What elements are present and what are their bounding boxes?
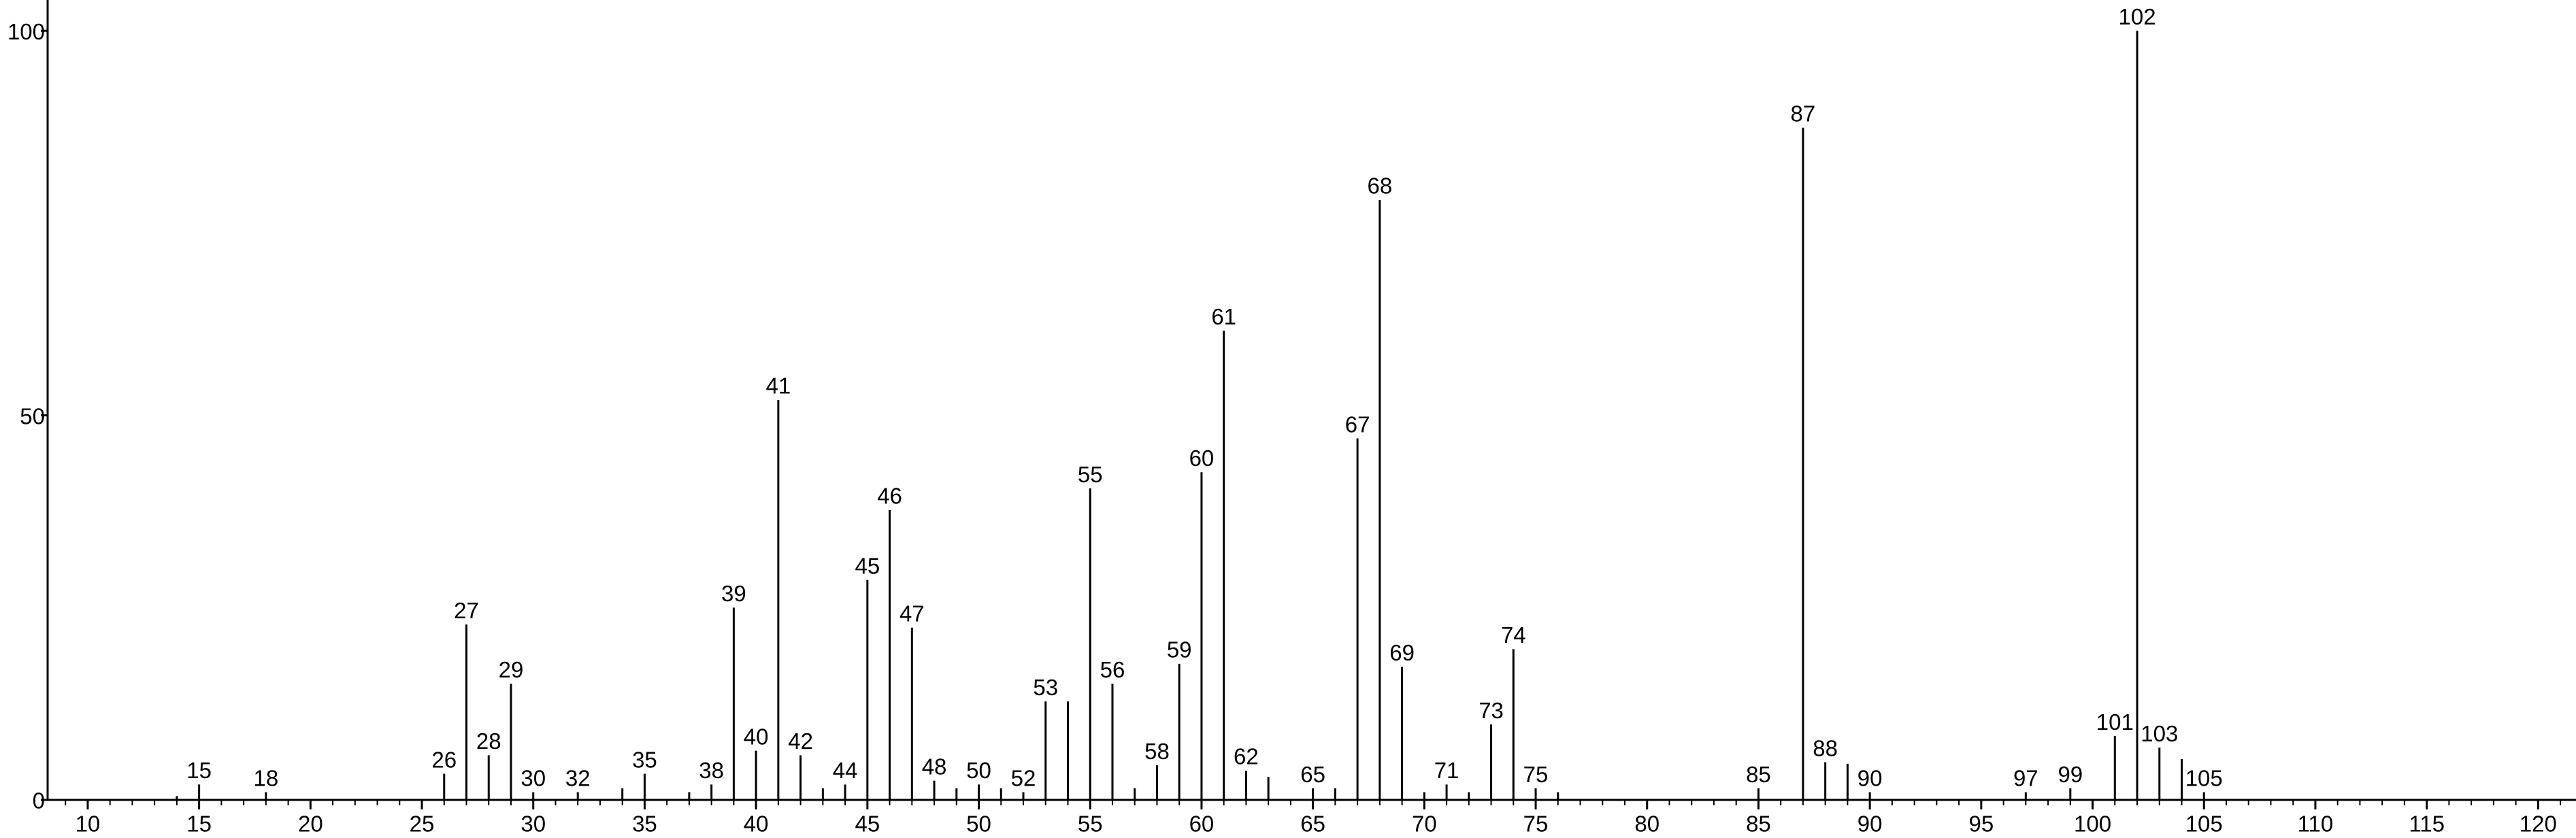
peak-label: 65: [1300, 762, 1325, 787]
peak-label: 35: [632, 747, 657, 772]
peak-label: 68: [1367, 173, 1392, 199]
x-tick-label: 100: [2074, 811, 2111, 837]
x-tick-label: 70: [1412, 811, 1437, 837]
peak-label: 97: [2013, 765, 2038, 790]
peak-label: 50: [966, 758, 991, 783]
peak-label: 40: [744, 724, 769, 749]
peak-label: 62: [1234, 744, 1259, 769]
peak-label: 45: [855, 553, 880, 578]
peak-label: 18: [253, 765, 278, 790]
peak-label: 56: [1100, 657, 1125, 682]
x-tick-label: 10: [76, 811, 101, 837]
peak-label: 90: [1857, 765, 1883, 790]
y-tick-label: 100: [7, 19, 45, 44]
x-tick-label: 25: [410, 811, 435, 837]
peak-label: 71: [1434, 758, 1459, 783]
peak-label: 75: [1523, 762, 1549, 787]
peak-label: 48: [922, 754, 947, 779]
peak-label: 47: [899, 601, 925, 626]
peak-label: 61: [1211, 304, 1236, 329]
x-tick-label: 120: [2520, 811, 2557, 837]
x-tick-label: 55: [1078, 811, 1103, 837]
peak-label: 39: [721, 581, 746, 606]
peak-label: 30: [521, 765, 546, 790]
peak-label: 103: [2141, 721, 2178, 746]
x-tick-label: 105: [2185, 811, 2223, 837]
peak-label: 52: [1011, 765, 1036, 790]
peak-label: 101: [2096, 709, 2134, 735]
peak-label: 58: [1144, 739, 1170, 764]
x-tick-label: 75: [1523, 811, 1549, 837]
x-tick-label: 15: [186, 811, 212, 837]
peak-label: 32: [565, 765, 591, 790]
peak-label: 26: [431, 747, 457, 772]
peak-label: 74: [1501, 622, 1526, 648]
peak-label: 99: [2058, 762, 2083, 787]
peak-label: 42: [788, 728, 813, 754]
peak-label: 41: [766, 373, 791, 399]
peak-label: 60: [1189, 446, 1215, 471]
x-tick-label: 95: [1968, 811, 1994, 837]
peak-label: 85: [1746, 762, 1771, 787]
peak-label: 88: [1813, 735, 1838, 760]
peak-label: 102: [2118, 4, 2156, 29]
peak-label: 59: [1167, 637, 1192, 663]
peak-label: 105: [2185, 765, 2223, 790]
x-tick-label: 35: [632, 811, 657, 837]
y-tick-label: 50: [20, 403, 45, 429]
peak-label: 38: [699, 758, 724, 783]
x-tick-label: 20: [298, 811, 323, 837]
peak-label: 53: [1033, 675, 1058, 700]
peak-label: 73: [1479, 698, 1504, 723]
y-tick-label: 0: [33, 788, 45, 814]
peak-label: 87: [1791, 101, 1816, 126]
x-tick-label: 60: [1189, 811, 1215, 837]
peak-label: 28: [476, 728, 501, 754]
x-tick-label: 90: [1857, 811, 1883, 837]
peak-label: 29: [499, 657, 524, 682]
peak-label: 55: [1078, 462, 1103, 487]
x-tick-label: 30: [521, 811, 546, 837]
x-tick-label: 65: [1300, 811, 1325, 837]
peak-label: 27: [454, 598, 479, 623]
x-tick-label: 80: [1634, 811, 1659, 837]
x-tick-label: 85: [1746, 811, 1771, 837]
x-tick-label: 40: [744, 811, 769, 837]
peak-label: 69: [1389, 640, 1415, 665]
peak-label: 15: [186, 758, 212, 783]
x-tick-label: 110: [2298, 811, 2334, 837]
peak-label: 67: [1345, 412, 1370, 437]
x-tick-label: 45: [855, 811, 880, 837]
x-tick-label: 115: [2409, 811, 2445, 837]
peak-label: 46: [877, 483, 902, 508]
peak-label: 44: [833, 758, 858, 783]
x-tick-label: 50: [966, 811, 991, 837]
